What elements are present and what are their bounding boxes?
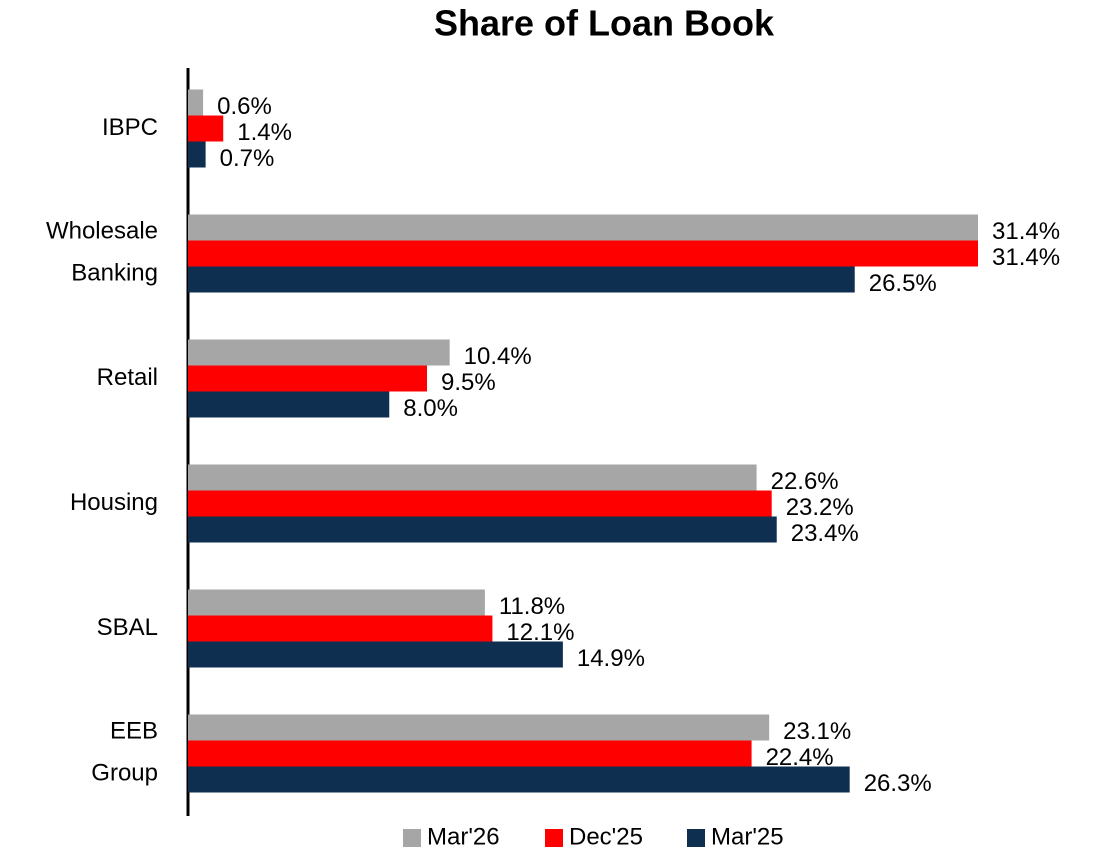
data-label: 26.5% [869, 270, 937, 297]
legend-label: Mar'25 [711, 823, 784, 850]
data-label: 22.4% [766, 744, 834, 771]
bar [188, 141, 206, 168]
bar [188, 339, 450, 366]
data-label: 9.5% [441, 369, 496, 396]
chart-title: Share of Loan Book [434, 3, 775, 44]
y-tick-label-line: Banking [71, 260, 158, 287]
bar [188, 714, 770, 741]
data-label: 0.7% [220, 145, 275, 172]
data-label: 23.2% [786, 494, 854, 521]
y-tick-label: Housing [70, 489, 158, 516]
y-tick-label-line: EEB [110, 718, 158, 745]
legend-label: Dec'25 [569, 823, 643, 850]
bar [188, 391, 390, 418]
bar [188, 490, 772, 517]
y-tick-label: Retail [97, 364, 158, 391]
data-label: 8.0% [403, 395, 458, 422]
data-label: 11.8% [499, 593, 565, 620]
bar [188, 240, 978, 267]
bar [188, 516, 777, 543]
legend-swatch [545, 829, 563, 847]
data-label: 0.6% [217, 93, 272, 120]
data-label: 31.4% [992, 244, 1060, 271]
bar [188, 615, 493, 642]
legend-swatch [403, 829, 421, 847]
bar [188, 115, 224, 142]
y-tick-label: EEB Group [91, 718, 158, 787]
data-label: 12.1% [506, 619, 574, 646]
bar [188, 214, 978, 241]
data-label: 10.4% [464, 343, 532, 370]
data-label: 14.9% [577, 645, 645, 672]
legend-label: Mar'26 [427, 823, 500, 850]
data-label: 26.3% [864, 770, 932, 797]
data-label: 23.4% [791, 520, 859, 547]
data-label: 31.4% [992, 218, 1060, 245]
y-tick-label: IBPC [102, 114, 158, 141]
legend: Mar'26 Dec'25 Mar'25 [403, 823, 784, 850]
bar [188, 589, 485, 616]
bar [188, 365, 428, 392]
bar [188, 641, 563, 668]
data-label: 1.4% [237, 119, 292, 146]
bar [188, 740, 752, 767]
bar [188, 266, 855, 293]
y-tick-label-line: Group [91, 760, 158, 787]
data-label: 22.6% [771, 468, 839, 495]
y-tick-label: SBAL [97, 614, 158, 641]
bar [188, 89, 204, 116]
legend-swatch [687, 829, 705, 847]
y-tick-label: Wholesale Banking [46, 218, 158, 287]
bar [188, 766, 850, 793]
data-label: 23.1% [783, 718, 851, 745]
y-tick-label-line: Wholesale [46, 218, 158, 245]
bar [188, 464, 757, 491]
